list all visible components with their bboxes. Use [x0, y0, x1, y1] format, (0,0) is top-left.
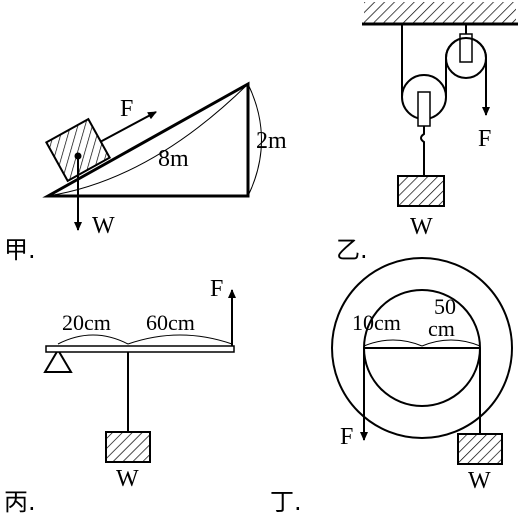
height-label: 2m [256, 128, 287, 154]
large-wheel [331, 257, 513, 439]
panel-yi: F W 乙. [336, 2, 518, 264]
weight-block-yi [397, 175, 445, 207]
dist-arc-2 [127, 334, 233, 345]
block [44, 117, 112, 183]
height-arc [247, 83, 262, 197]
panel-ding: 10cm 50 cm F W 丁. [270, 257, 513, 516]
fulcrum [43, 348, 73, 373]
dist-arc-1 [57, 334, 129, 345]
small-radius-arc [363, 339, 423, 347]
force-label-bing: F [210, 276, 223, 302]
large-radius-label-1: 50 [434, 294, 456, 319]
small-radius-label: 10cm [352, 310, 401, 335]
force-label: F [120, 96, 133, 122]
large-radius-label-2: cm [428, 316, 455, 341]
dist1-label: 20cm [62, 310, 111, 335]
weight-block-ding [457, 433, 503, 465]
weight-label-yi: W [410, 214, 433, 240]
force-arrow [99, 111, 157, 143]
force-label-ding: F [340, 424, 353, 450]
force-label-yi: F [478, 126, 491, 152]
caption-ding: 丁. [270, 488, 302, 516]
weight-label-bing: W [116, 466, 139, 492]
ceiling [364, 2, 516, 24]
panel-jia: F W 8m 2m 甲. [4, 81, 287, 264]
hook [420, 126, 425, 176]
lever-bar [45, 345, 235, 353]
weight-label-ding: W [468, 468, 491, 494]
weight-label: W [92, 213, 115, 239]
incline-triangle [42, 81, 250, 198]
caption-bing: 丙. [4, 488, 36, 516]
caption-yi: 乙. [336, 236, 368, 264]
large-radius-arc [421, 339, 481, 347]
panel-bing: 20cm 60cm F W 丙. [4, 276, 236, 516]
caption-jia: 甲. [4, 236, 36, 264]
length-label: 8m [158, 146, 189, 172]
length-arc [47, 83, 249, 197]
dist2-label: 60cm [146, 310, 195, 335]
weight-block-bing [105, 431, 151, 463]
